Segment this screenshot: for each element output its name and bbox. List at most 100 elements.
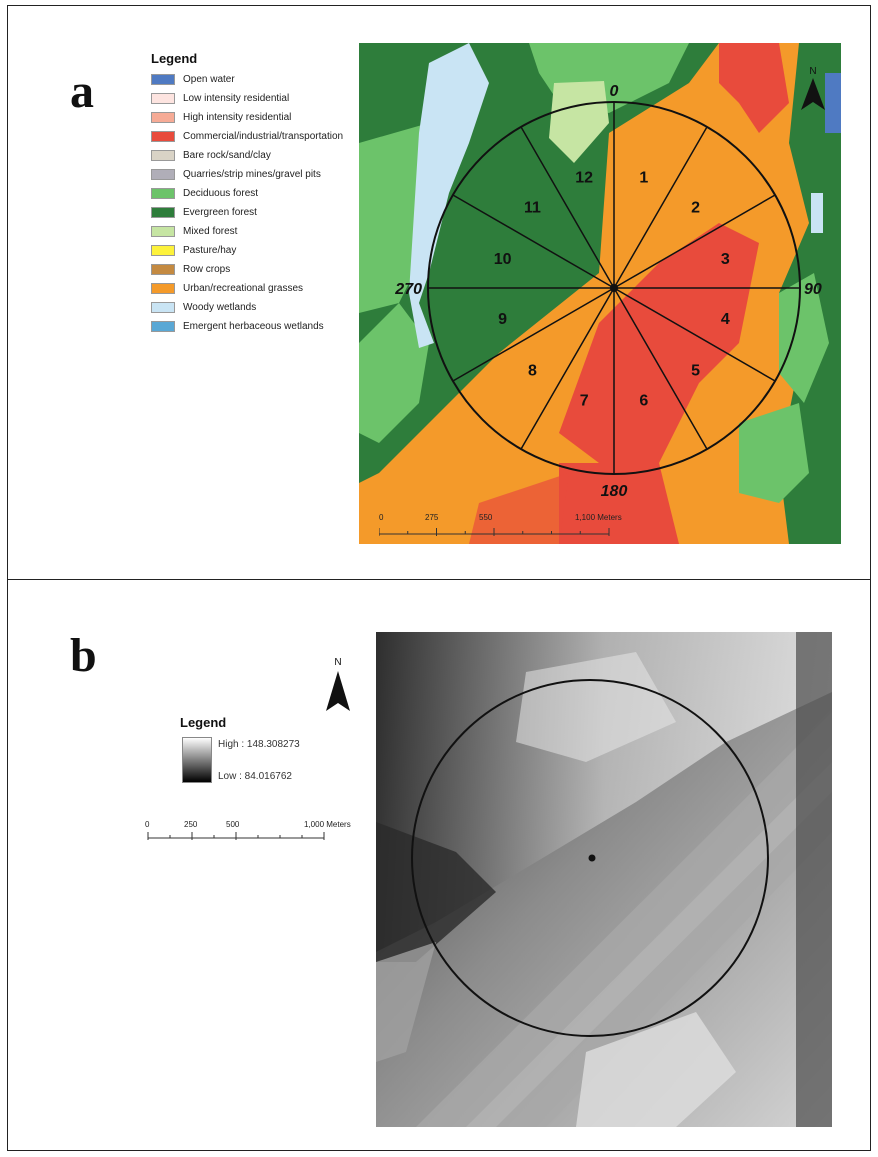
legend-label: Woody wetlands [183, 302, 257, 313]
sector-label: 12 [575, 170, 593, 187]
legend-swatch [151, 207, 175, 218]
legend-item: Emergent herbaceous wetlands [151, 317, 343, 336]
sector-label: 9 [498, 311, 507, 328]
buffer-circle [411, 679, 769, 1037]
sector-label: 2 [691, 199, 700, 216]
legend-label: Pasture/hay [183, 245, 237, 256]
land-cover-map: 1 2 3 4 5 6 7 8 9 10 11 12 0 90 180 270 [359, 43, 841, 544]
western-valley [376, 822, 496, 962]
sector-boundary [613, 126, 708, 289]
mixed-forest-area [549, 81, 609, 163]
scale-label-550: 550 [479, 513, 493, 522]
legend-label: Mixed forest [183, 226, 238, 237]
elevation-map-canvas [376, 632, 832, 1127]
sector-label: 7 [580, 392, 589, 409]
elevation-legend: Legend High : 148.308273 Low : 84.016762 [180, 715, 360, 795]
legend-label: Open water [183, 74, 235, 85]
legend-label: Commercial/industrial/transportation [183, 131, 344, 142]
legend-item: High intensity residential [151, 108, 343, 127]
sector-label: 1 [639, 170, 648, 187]
center-point [610, 284, 618, 292]
legend-swatch [151, 112, 175, 123]
legend-swatch [151, 131, 175, 142]
legend-item: Quarries/strip mines/gravel pits [151, 165, 343, 184]
diagonal-road [466, 762, 832, 1127]
scale-label-500: 500 [226, 820, 240, 829]
north-arrow-a: N [801, 66, 825, 110]
legend-label: Deciduous forest [183, 188, 259, 199]
deciduous-forest-right [779, 273, 829, 403]
wetland-right [811, 193, 823, 233]
elevation-map [376, 632, 832, 1127]
legend-item: Deciduous forest [151, 184, 343, 203]
commercial-area-top [719, 43, 789, 133]
sector-boundary [613, 287, 776, 382]
north-arrow-right-half [338, 671, 350, 711]
legend-label: Quarries/strip mines/gravel pits [183, 169, 321, 180]
legend-swatch [151, 226, 175, 237]
legend-swatch [151, 245, 175, 256]
north-arrow-label: N [334, 657, 341, 668]
land-cover-legend: Legend Open water Low intensity residenti… [151, 51, 343, 336]
sector-label: 4 [721, 311, 730, 328]
scale-bar-a: 0 275 550 1,100 Meters [379, 510, 622, 540]
scale-label-250: 250 [184, 820, 198, 829]
legend-item: Evergreen forest [151, 203, 343, 222]
legend-label: Evergreen forest [183, 207, 257, 218]
legend-title: Legend [180, 715, 227, 730]
sector-boundary [520, 287, 615, 450]
legend-swatch [151, 74, 175, 85]
scale-label-275: 275 [425, 513, 439, 522]
scale-label-1000: 1,000 Meters [304, 820, 351, 829]
north-arrow-left-half [801, 78, 813, 110]
deciduous-forest-area-2 [359, 303, 429, 443]
legend-item: Woody wetlands [151, 298, 343, 317]
sector-boundary [452, 194, 615, 289]
panel-a: a Legend Open water Low intensity residen… [7, 5, 871, 580]
sector-boundary [520, 126, 615, 289]
legend-label: Low intensity residential [183, 93, 290, 104]
commercial-area-bottom-left [469, 473, 569, 544]
legend-item: Low intensity residential [151, 89, 343, 108]
western-slope [376, 942, 436, 1062]
legend-label: High intensity residential [183, 112, 292, 123]
legend-swatch [151, 188, 175, 199]
legend-item: Row crops [151, 260, 343, 279]
direction-label-west: 270 [394, 281, 422, 298]
site-point [588, 854, 596, 862]
legend-swatch [151, 150, 175, 161]
legend-item: Urban/recreational grasses [151, 279, 343, 298]
north-arrow-label: N [809, 66, 816, 77]
legend-item: Open water [151, 70, 343, 89]
legend-swatch [151, 93, 175, 104]
scale-bar-b: 0 250 500 1,000 Meters [144, 816, 366, 848]
sector-boundary [613, 194, 776, 289]
sector-label: 6 [639, 392, 648, 409]
eastern-channel [796, 632, 832, 1127]
legend-item: Commercial/industrial/transportation [151, 127, 343, 146]
panel-letter-a: a [70, 65, 94, 118]
sector-boundary [613, 287, 708, 450]
north-arrow-b: N [326, 657, 350, 711]
north-arrow-right-half [813, 78, 825, 110]
legend-title: Legend [151, 51, 198, 66]
elevation-high-label: High : 148.308273 [218, 739, 300, 750]
legend-label: Urban/recreational grasses [183, 283, 304, 294]
southern-high-ground [576, 1012, 736, 1127]
legend-swatch [151, 169, 175, 180]
sector-label: 10 [494, 251, 512, 268]
legend-label: Emergent herbaceous wetlands [183, 321, 324, 332]
northern-plateau [516, 652, 676, 762]
diagonal-corridor [416, 712, 832, 1127]
direction-label-south: 180 [601, 483, 628, 500]
direction-label-east: 90 [804, 281, 822, 298]
direction-label-north: 0 [610, 83, 619, 100]
sector-label: 5 [691, 363, 700, 380]
open-water-area [825, 73, 841, 133]
commercial-area-center [559, 223, 759, 463]
deciduous-forest-lower-right [739, 403, 809, 503]
elevation-low-label: Low : 84.016762 [218, 771, 292, 782]
legend-swatch [151, 283, 175, 294]
sector-boundary [452, 287, 615, 382]
